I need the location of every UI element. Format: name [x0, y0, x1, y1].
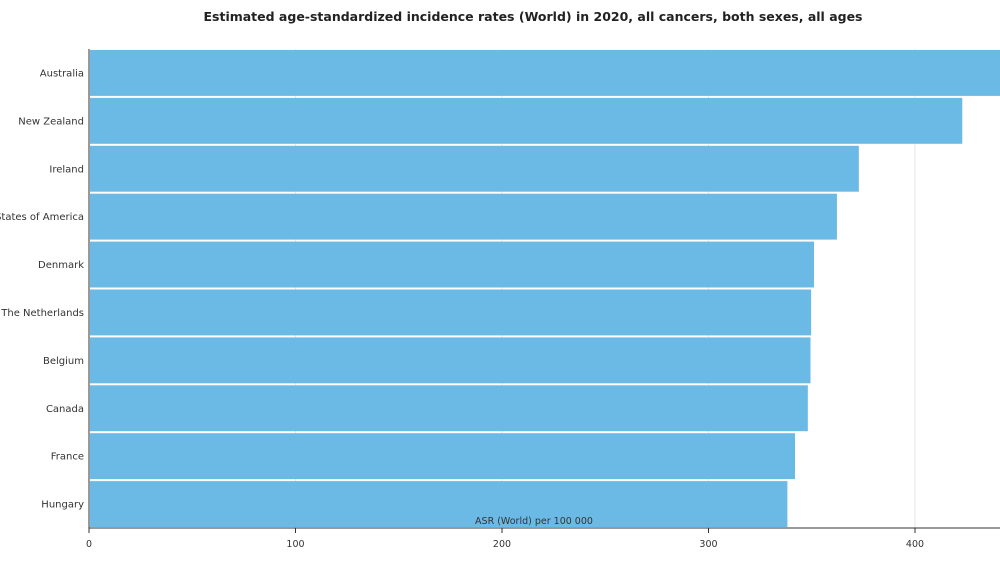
category-label: Ireland	[49, 164, 84, 175]
category-labels: Australia New Zealand Ireland United States…	[0, 68, 84, 510]
bar-canada[interactable]	[90, 385, 808, 432]
bar-hungary[interactable]	[90, 481, 788, 527]
bar-new-zealand[interactable]	[90, 97, 963, 144]
x-tick-label: 0	[86, 539, 92, 550]
category-label: Canada	[46, 404, 84, 415]
x-tick-label: 100	[286, 539, 304, 550]
category-label: United States of America	[0, 212, 84, 223]
category-label: New Zealand	[18, 116, 84, 127]
category-label: Hungary	[41, 500, 84, 511]
category-label: Australia	[40, 68, 84, 79]
bar-australia[interactable]	[90, 50, 1000, 96]
chart-title: Estimated age-standardized incidence rat…	[203, 9, 863, 24]
category-label: The Netherlands	[0, 308, 84, 319]
bars	[90, 50, 1000, 527]
bar-the-netherlands[interactable]	[90, 289, 812, 336]
bar-ireland[interactable]	[90, 145, 859, 192]
bar-belgium[interactable]	[90, 337, 811, 384]
bar-united-states-of-america[interactable]	[90, 193, 837, 240]
x-tick-label: 200	[493, 539, 511, 550]
category-label: France	[51, 452, 84, 463]
category-label: Denmark	[38, 260, 84, 271]
x-axis-title: ASR (World) per 100 000	[475, 516, 593, 527]
x-tick-label: 300	[699, 539, 717, 550]
x-axis-ticks: 0 100 200 300 400	[86, 528, 924, 550]
x-tick-label: 400	[906, 539, 924, 550]
bar-denmark[interactable]	[90, 241, 815, 288]
bar-france[interactable]	[90, 433, 796, 480]
category-label: Belgium	[43, 356, 84, 367]
